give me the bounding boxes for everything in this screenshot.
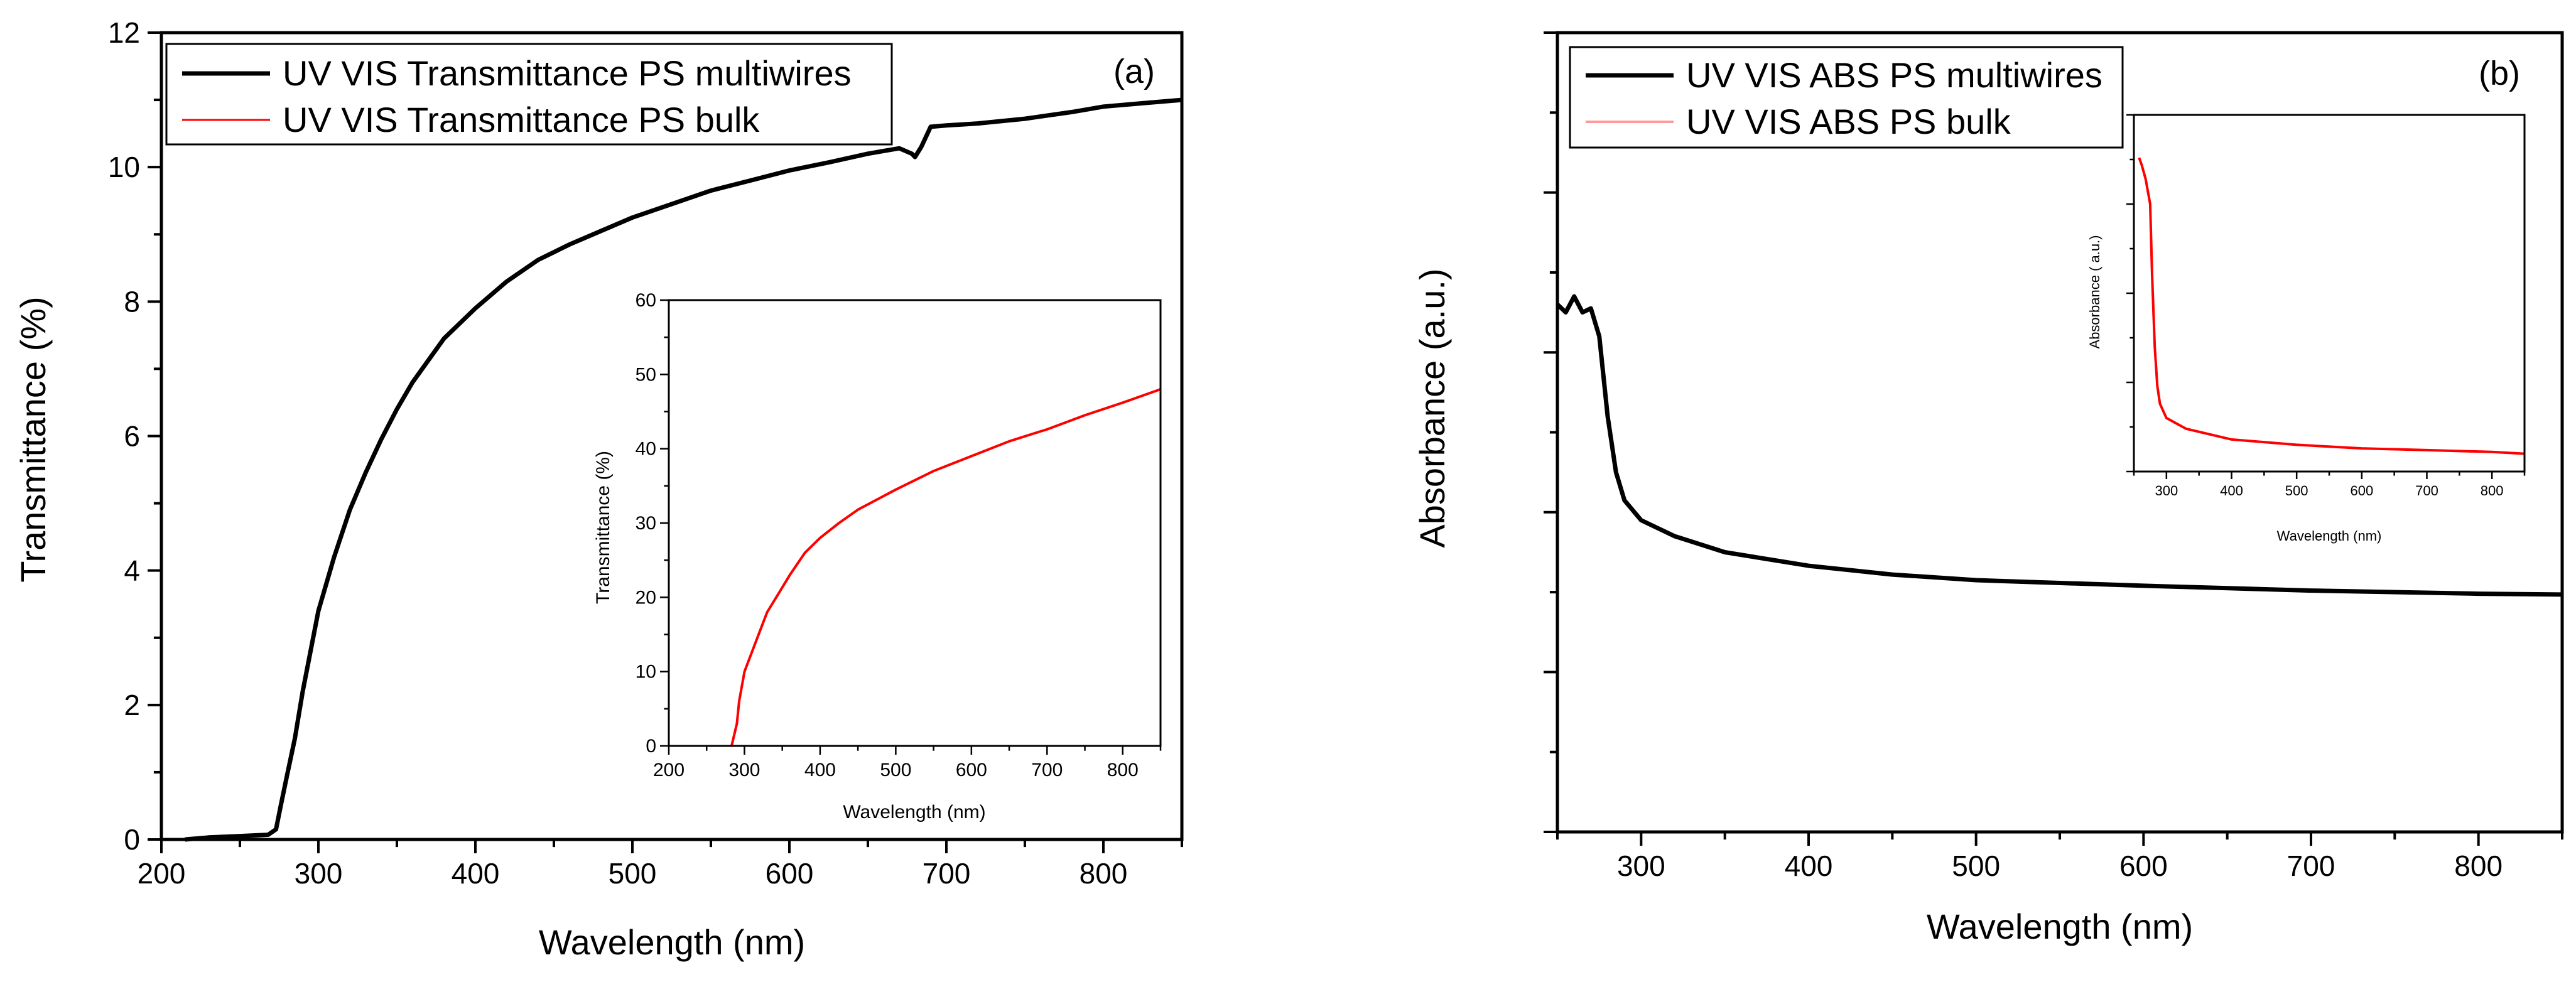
y-tick-label: 0 bbox=[124, 823, 140, 856]
panel-b-series-multiwires-line bbox=[1556, 294, 2563, 597]
y-tick-label: 12 bbox=[108, 16, 140, 49]
x-tick-label: 700 bbox=[2287, 850, 2335, 882]
x-tick-label: 600 bbox=[956, 760, 987, 780]
panel-a-plot-frame bbox=[160, 31, 1184, 841]
panel-b-inset-y-axis-label: Absorbance ( a.u.) bbox=[2087, 235, 2102, 349]
x-tick-label: 500 bbox=[1952, 850, 2000, 882]
y-tick-label: 60 bbox=[636, 290, 656, 311]
x-tick-label: 200 bbox=[653, 760, 685, 780]
panel-a-inset-frame bbox=[668, 299, 1162, 747]
panel-a-inset-y-axis-label: Transmittance (%) bbox=[593, 451, 614, 604]
panel-b-inset-x-axis-label: Wavelength (nm) bbox=[2277, 528, 2382, 544]
panel-b-chart: 300 400 500 600 700 800 UV VIS ABS PS multiwi… bbox=[1412, 31, 2564, 946]
x-tick-label: 300 bbox=[2155, 483, 2178, 499]
panel-b-x-ticks: 300 400 500 600 700 800 bbox=[1556, 832, 2563, 882]
x-tick-label: 700 bbox=[923, 857, 971, 890]
x-tick-label: 800 bbox=[2481, 483, 2504, 499]
x-tick-label: 400 bbox=[804, 760, 836, 780]
x-tick-label: 600 bbox=[2350, 483, 2373, 499]
panel-a-inset-series-bulk-line bbox=[730, 388, 1161, 747]
y-tick-label: 40 bbox=[636, 439, 656, 460]
panel-b-y-axis-label: Absorbance (a.u.) bbox=[1412, 268, 1452, 548]
x-tick-label: 300 bbox=[1617, 850, 1665, 882]
panel-b-x-axis-label: Wavelength (nm) bbox=[1927, 907, 2193, 946]
y-tick-label: 30 bbox=[636, 513, 656, 534]
x-tick-label: 600 bbox=[766, 857, 814, 890]
y-tick-label: 10 bbox=[108, 151, 140, 183]
panel-a-x-ticks: 200 300 400 500 600 700 800 bbox=[138, 839, 1183, 890]
x-tick-label: 800 bbox=[2454, 850, 2503, 882]
x-tick-label: 500 bbox=[609, 857, 657, 890]
y-tick-label: 2 bbox=[124, 689, 140, 721]
panel-b-inset-series-bulk-line bbox=[2138, 157, 2525, 455]
panel-b-legend: UV VIS ABS PS multiwires UV VIS ABS PS b… bbox=[1569, 46, 2124, 149]
y-tick-label: 6 bbox=[124, 420, 140, 453]
panel-b-legend-label-bulk: UV VIS ABS PS bulk bbox=[1686, 102, 2011, 141]
x-tick-label: 400 bbox=[1785, 850, 1833, 882]
y-tick-label: 50 bbox=[636, 364, 656, 385]
panel-b-inset-frame bbox=[2133, 114, 2526, 473]
panel-a-legend: UV VIS Transmittance PS multiwires UV VI… bbox=[165, 43, 893, 146]
x-tick-label: 800 bbox=[1080, 857, 1128, 890]
panel-b-inset-chart: 300 400 500 600 700 800 Wavelength (nm) Absor… bbox=[2087, 114, 2526, 544]
x-tick-label: 700 bbox=[1031, 760, 1063, 780]
y-tick-label: 8 bbox=[124, 285, 140, 318]
panel-a-inset-x-axis-label: Wavelength (nm) bbox=[843, 802, 985, 823]
panel-b-plot-frame bbox=[1556, 31, 2564, 834]
panel-a-label: (a) bbox=[1113, 53, 1155, 90]
x-tick-label: 500 bbox=[880, 760, 911, 780]
panel-b-label: (b) bbox=[2479, 55, 2520, 92]
panel-a-legend-label-multiwires: UV VIS Transmittance PS multiwires bbox=[283, 53, 852, 93]
panel-a-inset-x-ticks: 200 300 400 500 600 700 800 bbox=[653, 746, 1162, 780]
y-tick-label: 4 bbox=[124, 554, 140, 587]
panel-b-legend-box bbox=[1569, 46, 2124, 149]
x-tick-label: 400 bbox=[2220, 483, 2243, 499]
panel-a-inset-y-ticks: 0 10 20 30 40 50 60 bbox=[636, 290, 669, 757]
x-tick-label: 500 bbox=[2285, 483, 2308, 499]
panel-b-inset-x-ticks: 300 400 500 600 700 800 bbox=[2133, 472, 2526, 499]
panel-b-legend-label-multiwires: UV VIS ABS PS multiwires bbox=[1686, 55, 2102, 95]
y-tick-label: 10 bbox=[636, 662, 656, 683]
panel-a-series-multiwires-line bbox=[185, 97, 1182, 842]
panel-a-y-ticks: 0 2 4 6 8 10 12 bbox=[108, 16, 161, 856]
panel-a-legend-label-bulk: UV VIS Transmittance PS bulk bbox=[283, 100, 760, 139]
panel-a-legend-box bbox=[165, 43, 893, 146]
x-tick-label: 300 bbox=[728, 760, 760, 780]
x-tick-label: 200 bbox=[138, 857, 186, 890]
panel-a-x-axis-label: Wavelength (nm) bbox=[539, 922, 805, 962]
panel-a-y-axis-label: Transmittance (%) bbox=[13, 296, 53, 582]
x-tick-label: 600 bbox=[2119, 850, 2168, 882]
x-tick-label: 400 bbox=[452, 857, 500, 890]
panel-a-inset-chart: 200 300 400 500 600 700 800 0 10 20 30 40 50 60 Wave… bbox=[593, 290, 1162, 823]
x-tick-label: 300 bbox=[295, 857, 343, 890]
x-tick-label: 800 bbox=[1107, 760, 1139, 780]
x-tick-label: 700 bbox=[2415, 483, 2438, 499]
y-tick-label: 20 bbox=[636, 587, 656, 608]
y-tick-label: 0 bbox=[646, 736, 656, 757]
